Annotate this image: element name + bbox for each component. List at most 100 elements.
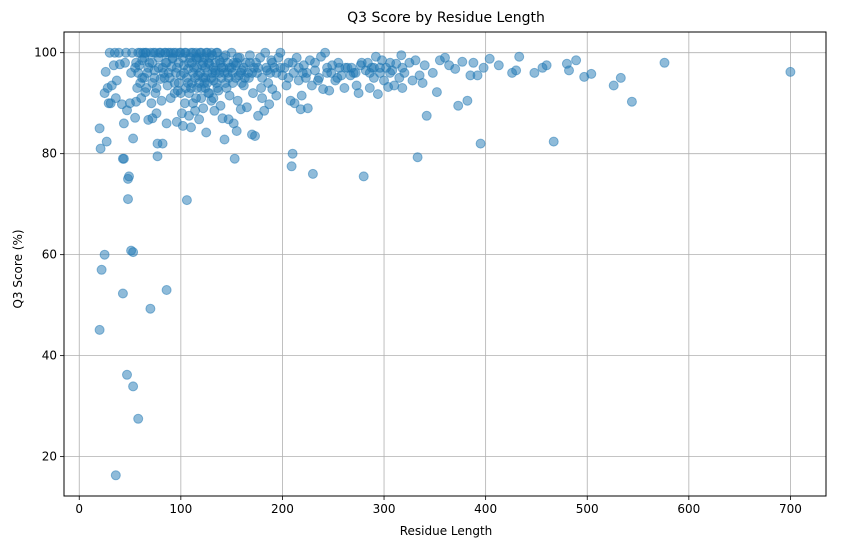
scatter-point <box>181 195 192 206</box>
scatter-point <box>564 65 574 76</box>
scatter-point <box>283 72 294 83</box>
scatter-point <box>472 70 483 81</box>
scatter-point <box>785 66 796 77</box>
scatter-point <box>131 57 142 68</box>
scatter-point <box>161 57 172 68</box>
scatter-point <box>196 93 207 104</box>
scatter-point <box>244 57 255 68</box>
scatter-point <box>229 153 240 164</box>
scatter-point <box>157 138 168 149</box>
scatter-point <box>250 131 260 141</box>
scatter-point <box>324 85 335 96</box>
scatter-point <box>224 90 235 101</box>
scatter-point <box>353 88 364 99</box>
scatter-point <box>659 57 670 68</box>
scatter-point <box>457 56 468 67</box>
scatter-point <box>267 57 278 68</box>
scatter-point <box>146 98 157 109</box>
x-tick-label: 500 <box>576 502 599 516</box>
scatter-point <box>407 75 418 86</box>
scatter-point <box>124 171 134 182</box>
scatter-point <box>286 161 297 172</box>
scatter-point <box>149 72 160 83</box>
scatter-point <box>372 89 383 100</box>
scatter-point <box>191 52 202 63</box>
scatter-point <box>287 57 298 68</box>
scatter-point <box>151 108 162 119</box>
x-tick-label: 400 <box>474 502 497 516</box>
scatter-point <box>287 148 298 159</box>
scatter-point <box>120 57 130 68</box>
scatter-point <box>195 67 206 78</box>
scatter-point <box>431 87 442 98</box>
scatter-point <box>364 83 375 93</box>
scatter-point <box>110 93 121 104</box>
scatter-point <box>385 67 396 78</box>
scatter-point <box>453 100 464 111</box>
scatter-point <box>199 78 210 88</box>
scatter-point <box>95 143 106 154</box>
scatter-point <box>259 105 270 116</box>
scatter-point <box>173 78 184 88</box>
scatter-point <box>145 303 156 314</box>
scatter-point <box>177 120 188 131</box>
scatter-point <box>122 369 132 380</box>
scatter-point <box>194 114 205 125</box>
scatter-point <box>169 88 180 99</box>
scatter-point <box>118 118 129 129</box>
scatter-point <box>161 118 172 129</box>
scatter-point <box>257 93 268 104</box>
scatter-point <box>110 470 121 481</box>
x-axis-label: Residue Length <box>400 524 493 538</box>
scatter-point <box>289 98 300 109</box>
scatter-point <box>626 96 637 107</box>
scatter-point <box>257 72 268 83</box>
x-tick-label: 300 <box>373 502 396 516</box>
scatter-point <box>219 134 230 145</box>
scatter-point <box>156 95 167 106</box>
scatter-point <box>99 249 110 260</box>
scatter-point <box>153 52 164 63</box>
scatter-point <box>207 67 218 78</box>
scatter-point <box>615 72 626 83</box>
scatter-point <box>478 62 489 73</box>
scatter-point <box>118 153 129 164</box>
scatter-point <box>320 47 331 58</box>
data-points <box>94 47 796 481</box>
y-axis-label: Q3 Score (%) <box>11 229 25 308</box>
scatter-point <box>419 60 430 71</box>
scatter-point <box>417 78 428 88</box>
scatter-point <box>302 103 313 114</box>
scatter-point <box>96 264 107 275</box>
scatter-point <box>256 83 267 93</box>
scatter-point <box>128 133 139 144</box>
scatter-point <box>397 83 408 93</box>
y-tick-label: 20 <box>42 450 57 464</box>
scatter-point <box>133 413 144 424</box>
scatter-point <box>94 123 105 134</box>
scatter-point <box>186 122 196 133</box>
scatter-point <box>253 62 264 73</box>
y-tick-label: 80 <box>42 147 57 161</box>
scatter-point <box>188 98 198 109</box>
scatter-point <box>260 47 271 58</box>
scatter-point <box>232 95 243 106</box>
scatter-point <box>440 52 450 63</box>
scatter-point <box>412 152 423 163</box>
scatter-point <box>314 72 324 83</box>
scatter-point <box>427 67 438 78</box>
scatter-point <box>307 168 318 179</box>
scatter-point <box>231 57 242 68</box>
scatter-point <box>571 55 582 66</box>
scatter-point <box>421 110 432 121</box>
scatter-point <box>275 62 286 73</box>
scatter-point <box>211 78 222 88</box>
plot-frame <box>63 31 827 497</box>
scatter-point <box>130 112 141 123</box>
scatter-point <box>178 67 189 78</box>
scatter-point <box>364 67 375 78</box>
scatter-point <box>161 285 172 295</box>
scatter-point <box>462 95 473 106</box>
scatter-point <box>529 67 540 78</box>
